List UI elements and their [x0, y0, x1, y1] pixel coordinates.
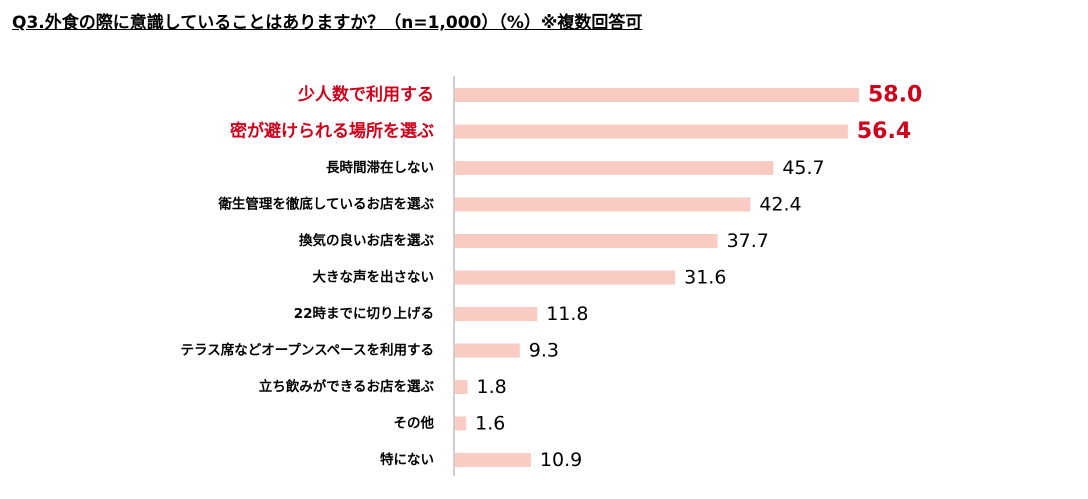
- bar: [455, 88, 859, 102]
- bar: [455, 307, 538, 321]
- value-label: 42.4: [759, 194, 801, 216]
- value-label: 10.9: [540, 449, 582, 471]
- value-label: 58.0: [868, 83, 922, 108]
- category-label: 少人数で利用する: [297, 84, 434, 105]
- bar: [455, 197, 751, 212]
- bar: [455, 234, 718, 248]
- value-label: 31.6: [684, 267, 726, 289]
- bar: [455, 343, 520, 358]
- category-label: テラス席などオープンスペースを利用する: [180, 342, 434, 359]
- category-label: 密が避けられる場所を選ぶ: [230, 121, 434, 142]
- bar: [455, 270, 676, 285]
- category-label: その他: [394, 415, 435, 432]
- category-label: 22時までに切り上げる: [294, 305, 434, 322]
- bar: [455, 161, 774, 175]
- category-label: 衛生管理を徹底しているお店を選ぶ: [217, 196, 434, 213]
- category-label: 特にない: [380, 451, 434, 468]
- bar: [455, 453, 531, 467]
- value-label: 56.4: [857, 119, 911, 144]
- value-label: 1.6: [475, 413, 505, 435]
- value-label: 1.8: [477, 376, 507, 398]
- value-label: 37.7: [727, 230, 769, 252]
- category-label: 立ち飲みができるお店を選ぶ: [259, 378, 435, 395]
- chart-title: Q3.外食の際に意識していることはありますか？（n=1,000）（%）※複数回答…: [12, 13, 643, 33]
- bar: [455, 124, 848, 139]
- bars-group: 少人数で利用する 58.0 密が避けられる場所を選ぶ 56.4 長時間滞在しない 45.7…: [180, 83, 922, 472]
- category-label: 換気の良いお店を選ぶ: [299, 232, 434, 249]
- value-label: 11.8: [546, 303, 588, 325]
- value-label: 45.7: [782, 157, 824, 179]
- bar: [455, 416, 467, 431]
- category-label: 長時間滞在しない: [326, 159, 434, 176]
- bar: [455, 380, 468, 394]
- value-label: 9.3: [529, 340, 559, 362]
- category-label: 大きな声を出さない: [313, 269, 435, 286]
